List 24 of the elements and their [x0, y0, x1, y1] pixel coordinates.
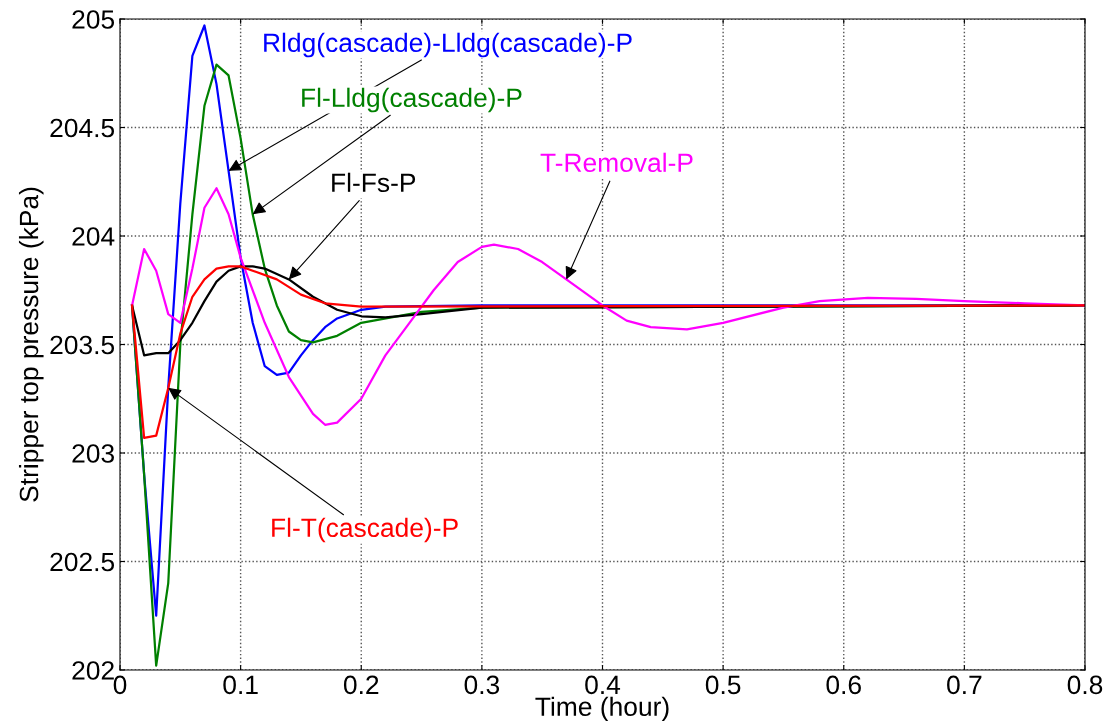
y-tick-label: 203: [72, 444, 114, 463]
x-tick-label: 0.1: [223, 675, 258, 695]
annotation: Fl-Fs-P: [332, 172, 416, 193]
annotation: Rldg(cascade)-Lldg(cascade)-P: [264, 32, 632, 58]
y-tick-label: 205: [72, 10, 115, 29]
annotation: Fl-Lldg(cascade)-P: [302, 87, 522, 113]
y-tick-label: 204.5: [50, 118, 115, 138]
y-tick-label: 202: [72, 661, 114, 680]
x-tick-label: 0.8: [1067, 675, 1103, 695]
x-tick-label: 0.2: [343, 675, 379, 695]
y-axis-title: Stripper top pressure (kPa): [18, 187, 44, 502]
y-tick-label: 203.5: [50, 335, 115, 355]
x-tick-label: 0.5: [705, 675, 741, 695]
x-tick-label: 0.7: [947, 675, 982, 695]
annotation: T-Removal-P: [540, 152, 693, 173]
y-tick-label: 202.5: [50, 552, 115, 572]
x-tick-label: 0.6: [826, 675, 861, 695]
x-axis-title: Time (hour): [535, 696, 669, 721]
annotation: Fl-T(cascade)-P: [272, 517, 458, 543]
line-series: [130, 265, 1085, 439]
y-tick-label: 204: [72, 227, 115, 246]
x-tick-label: 0: [113, 675, 127, 695]
x-tick-label: 0.3: [464, 675, 500, 695]
x-tick-label: 0.4: [585, 675, 621, 695]
